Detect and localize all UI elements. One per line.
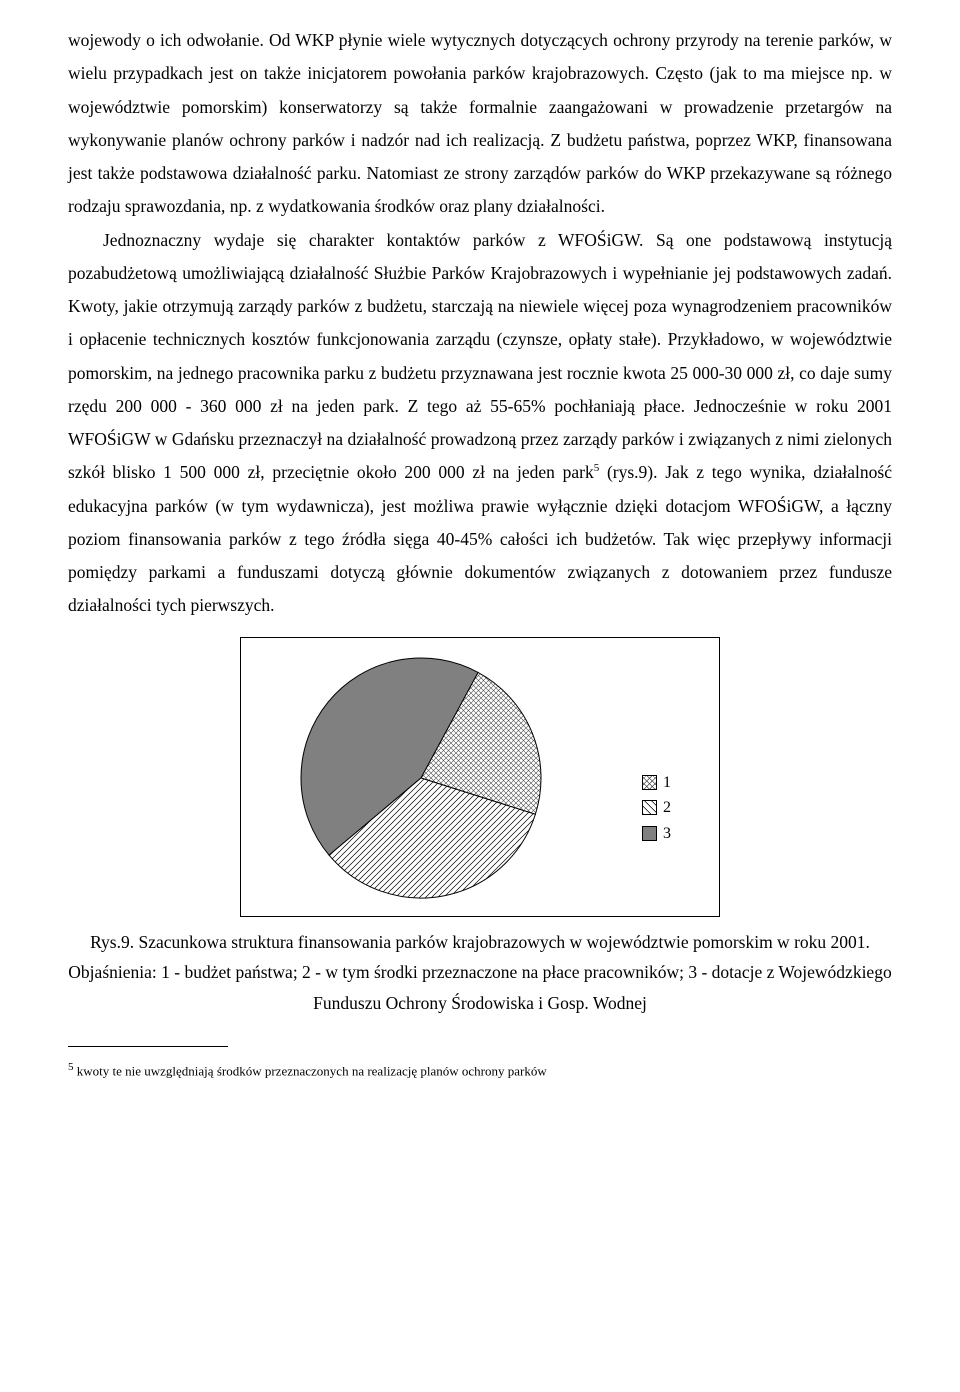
legend-label-2: 2 bbox=[663, 795, 671, 821]
footnote-separator bbox=[68, 1046, 228, 1047]
legend-label-3: 3 bbox=[663, 821, 671, 847]
pie-chart-container: 123 bbox=[240, 637, 720, 917]
figure-9-caption: Rys.9. Szacunkowa struktura finansowania… bbox=[68, 927, 892, 1019]
legend-item-1: 1 bbox=[642, 770, 671, 796]
footnote-text: kwoty te nie uwzględniają środków przezn… bbox=[74, 1064, 547, 1079]
paragraph-2: Jednoznaczny wydaje się charakter kontak… bbox=[68, 224, 892, 623]
legend-swatch-1 bbox=[642, 775, 657, 790]
legend-item-2: 2 bbox=[642, 795, 671, 821]
legend-item-3: 3 bbox=[642, 821, 671, 847]
paragraph-1: wojewody o ich odwołanie. Od WKP płynie … bbox=[68, 24, 892, 224]
legend-swatch-3 bbox=[642, 826, 657, 841]
legend-label-1: 1 bbox=[663, 770, 671, 796]
paragraph-2-pre: Jednoznaczny wydaje się charakter kontak… bbox=[68, 230, 892, 483]
legend-swatch-2 bbox=[642, 800, 657, 815]
paragraph-2-post: (rys.9). Jak z tego wynika, działalność … bbox=[68, 462, 892, 615]
footnote-5: 5 kwoty te nie uwzględniają środków prze… bbox=[68, 1060, 892, 1081]
figure-9: 123 bbox=[68, 637, 892, 917]
chart-legend: 123 bbox=[642, 770, 671, 847]
